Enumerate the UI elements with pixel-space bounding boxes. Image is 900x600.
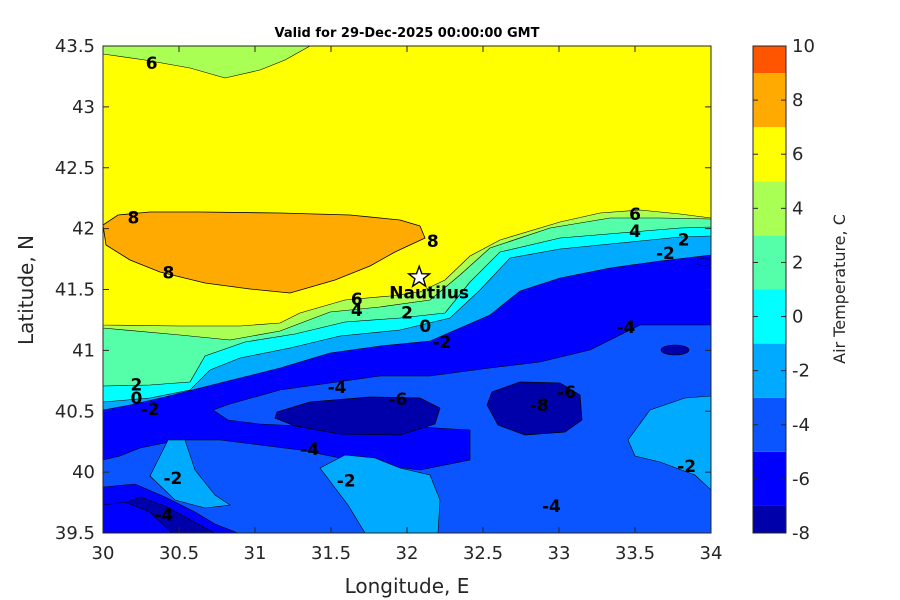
contour-label: 0 xyxy=(419,317,431,337)
contour-label: -2 xyxy=(677,457,696,477)
contour-minus-6-loop xyxy=(274,396,441,436)
contour-label: -8 xyxy=(530,396,549,416)
contour-label: -4 xyxy=(328,378,347,398)
contour-label: -4 xyxy=(300,440,319,460)
contour-label: 8 xyxy=(127,209,139,229)
region-minus-6-pocket-sw xyxy=(103,501,173,533)
colorbar-bin xyxy=(753,73,786,128)
region-minus-4 xyxy=(103,324,711,533)
contour-label: -2 xyxy=(433,333,452,353)
x-axis-label: Longitude, E xyxy=(345,574,470,598)
colorbar-tick-label: 0 xyxy=(792,307,803,328)
contour-label: -4 xyxy=(616,318,635,338)
contour-label: -2 xyxy=(656,244,675,264)
colorbar: -8 -6 -4 -2 0 2 4 6 8 10 xyxy=(752,36,815,544)
contour-label: 2 xyxy=(678,231,690,251)
station-label: Nautilus xyxy=(389,283,469,303)
contour-label: 8 xyxy=(162,263,174,283)
contour-label: -4 xyxy=(542,497,561,517)
contour-label: -2 xyxy=(337,472,356,492)
y-tick-label: 40.5 xyxy=(55,401,95,422)
colorbar-frame xyxy=(752,45,787,534)
colorbar-tick-label: 2 xyxy=(792,252,803,273)
contour-minus-4-small xyxy=(696,257,711,267)
colorbar-bin xyxy=(753,181,786,236)
colorbar-tick-label: -6 xyxy=(792,469,810,490)
y-tick-label: 43.5 xyxy=(55,36,95,57)
y-tick-label: 41.5 xyxy=(55,280,95,301)
region-minus-2-pocket-s xyxy=(319,454,441,533)
contour-label: 4 xyxy=(351,301,363,321)
colorbar-label: Air Temperature, C xyxy=(830,214,849,364)
y-tick-label: 42.5 xyxy=(55,158,95,179)
contour-label: 2 xyxy=(401,304,413,324)
colorbar-tick-label: -8 xyxy=(792,523,810,544)
colorbar-bin xyxy=(753,127,786,182)
contour-label: -2 xyxy=(163,469,182,489)
colorbar-tick-label: -4 xyxy=(792,415,810,436)
x-axis: 30 30.5 31 31.5 32 32.5 33 33.5 34 xyxy=(92,46,723,564)
contour-label: 2 xyxy=(131,375,143,395)
contour-minus-6-small xyxy=(660,344,690,356)
x-tick-label: 33 xyxy=(548,543,571,564)
y-tick-label: 39.5 xyxy=(55,523,95,544)
x-tick-label: 30 xyxy=(92,543,115,564)
colorbar-tick-label: 4 xyxy=(792,198,803,219)
y-tick-label: 42 xyxy=(72,219,95,240)
x-tick-label: 34 xyxy=(700,543,723,564)
colorbar-bin xyxy=(753,343,786,398)
colorbar-tick-label: 8 xyxy=(792,90,803,111)
x-tick-label: 32.5 xyxy=(463,543,503,564)
y-tick-label: 40 xyxy=(72,462,95,483)
contour-label: -6 xyxy=(388,390,407,410)
contour-minus-8-loop xyxy=(486,381,583,436)
contour-label: 0 xyxy=(131,389,143,409)
region-minus-2-pocket-se xyxy=(627,395,711,491)
x-tick-label: 33.5 xyxy=(615,543,655,564)
contour-label: 6 xyxy=(146,54,158,74)
y-tick-label: 41 xyxy=(72,340,95,361)
x-tick-label: 31 xyxy=(244,543,267,564)
colorbar-bin xyxy=(753,451,786,506)
contour-label: 6 xyxy=(351,290,363,310)
colorbar-tick-label: 10 xyxy=(792,36,815,57)
contour-label: 8 xyxy=(427,232,439,252)
y-tick-label: 43 xyxy=(72,97,95,118)
colorbar-tick-label: -2 xyxy=(792,361,810,382)
colorbar-bin xyxy=(753,235,786,290)
x-tick-label: 32 xyxy=(396,543,419,564)
colorbar-bin xyxy=(753,289,786,344)
x-tick-label: 30.5 xyxy=(159,543,199,564)
colorbar-bin xyxy=(753,397,786,452)
contour-label: 6 xyxy=(629,205,641,225)
colorbar-bin xyxy=(753,46,786,74)
region-minus-2-pocket-sw xyxy=(149,439,231,509)
contour-label: -6 xyxy=(557,383,576,403)
chart-title: Valid for 29-Dec-2025 00:00:00 GMT xyxy=(275,26,540,41)
contour-label: -2 xyxy=(141,400,160,420)
region-8 xyxy=(103,211,426,294)
contour-label: -4 xyxy=(154,506,173,526)
station-marker[interactable]: Nautilus xyxy=(389,264,469,303)
colorbar-bin xyxy=(753,505,786,533)
x-tick-label: 31.5 xyxy=(311,543,351,564)
station-star-icon xyxy=(406,264,432,288)
plot-area xyxy=(103,46,711,533)
contour-label: 4 xyxy=(629,222,641,242)
colorbar-tick-label: 6 xyxy=(792,144,803,165)
y-axis-label: Latitude, N xyxy=(14,235,38,345)
